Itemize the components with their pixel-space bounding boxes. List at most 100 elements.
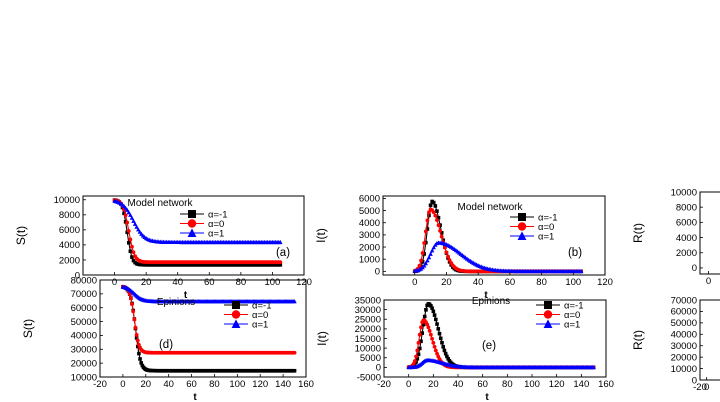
data-point xyxy=(131,309,136,314)
data-point xyxy=(415,348,420,353)
data-point xyxy=(411,362,416,366)
data-point xyxy=(128,212,133,217)
data-point xyxy=(443,351,448,356)
data-point xyxy=(412,359,417,363)
x-tick-label: 40 xyxy=(172,277,183,288)
data-point xyxy=(423,261,429,266)
data-point xyxy=(129,215,135,220)
y-tick-label: 70000 xyxy=(71,289,97,300)
y-tick-label: 30000 xyxy=(355,305,381,316)
x-tick-label: 40 xyxy=(473,277,484,288)
data-point xyxy=(579,268,584,274)
data-point xyxy=(427,210,431,215)
x-tick-label: -20 xyxy=(377,379,391,390)
legend-label: α=-1 xyxy=(252,301,272,312)
legend-label: α=-1 xyxy=(564,301,584,312)
y-tick-label: 2000 xyxy=(676,248,697,259)
legend-marker-triangle xyxy=(231,319,241,328)
y-tick-label: 10000 xyxy=(671,187,697,198)
legend: α=-1α=0α=1 xyxy=(224,301,272,331)
data-point xyxy=(441,344,445,349)
x-tick-label: 80 xyxy=(209,379,220,390)
legend-marker-circle xyxy=(517,222,527,231)
data-point xyxy=(428,332,433,337)
y-tick-label: 5000 xyxy=(360,353,381,364)
x-tick-label: 100 xyxy=(524,379,540,390)
y-tick-label: 60000 xyxy=(671,307,697,318)
plot-area xyxy=(412,199,584,274)
data-point xyxy=(422,241,427,245)
data-point xyxy=(433,348,438,353)
y-axis-label: S(t) xyxy=(21,319,35,338)
series-line-3 xyxy=(414,242,582,272)
data-point xyxy=(431,210,436,215)
y-tick-label: 0 xyxy=(376,363,381,374)
data-point xyxy=(442,348,447,353)
data-point xyxy=(431,245,436,250)
data-point xyxy=(429,248,435,253)
data-point xyxy=(431,340,436,345)
data-point xyxy=(446,356,450,361)
data-point xyxy=(131,218,136,223)
data-point xyxy=(435,351,439,356)
chart-panel-3: 00 2000 4000 6000 8000 10000 R(t) xyxy=(631,187,720,287)
legend-label: α=0 xyxy=(208,219,224,230)
data-point xyxy=(420,331,425,335)
data-point xyxy=(129,296,133,301)
chart-title: Epinions xyxy=(157,297,195,308)
x-tick-label: 100 xyxy=(565,277,581,288)
axes-frame xyxy=(82,195,305,276)
data-point xyxy=(444,250,449,255)
y-axis-label: I(t) xyxy=(315,331,329,346)
data-point xyxy=(433,204,438,208)
data-point xyxy=(425,227,430,231)
data-point xyxy=(125,220,130,225)
axes-frame xyxy=(99,279,307,378)
y-tick-label: 10000 xyxy=(671,364,697,375)
data-point xyxy=(431,309,436,314)
data-point xyxy=(417,263,422,268)
legend-marker-square xyxy=(188,210,196,218)
data-point xyxy=(139,361,143,365)
y-tick-label: 70000 xyxy=(671,295,697,306)
y-tick-label: 50000 xyxy=(71,317,97,328)
y-tick-label: 0 xyxy=(375,267,380,278)
data-point xyxy=(134,224,139,229)
data-point xyxy=(422,263,427,268)
data-point xyxy=(417,332,422,337)
data-point xyxy=(414,354,418,359)
legend-label: α=0 xyxy=(564,310,580,321)
legend-marker-circle xyxy=(231,310,241,319)
data-point xyxy=(431,200,436,205)
legend: α=-1α=0α=1 xyxy=(180,210,228,240)
plot-area xyxy=(406,302,596,370)
data-point xyxy=(419,325,423,330)
chart-panel-6: -200010000200003000040000500006000070000… xyxy=(631,295,720,393)
legend: α=-1α=0α=1 xyxy=(510,213,558,243)
y-axis-label: R(t) xyxy=(631,223,645,243)
y-tick-label: 5000 xyxy=(359,206,380,217)
x-tick-label: 0 xyxy=(704,382,709,393)
data-point xyxy=(428,203,433,208)
data-point xyxy=(140,363,145,368)
y-tick-label: 6000 xyxy=(59,225,80,236)
data-point xyxy=(432,313,437,317)
data-point xyxy=(128,237,133,242)
x-tick-label: 100 xyxy=(264,277,280,288)
data-point xyxy=(426,325,431,330)
chart-title: Epinions xyxy=(472,296,510,307)
x-tick-label: 0 xyxy=(120,379,125,390)
y-axis-label: R(t) xyxy=(631,330,645,350)
legend-label: α=1 xyxy=(564,320,580,331)
y-tick-label: 8000 xyxy=(59,210,80,221)
y-tick-label: 8000 xyxy=(676,202,697,213)
data-point xyxy=(447,258,452,262)
y-tick-label: 60000 xyxy=(71,303,97,314)
data-point xyxy=(426,255,432,260)
data-point xyxy=(438,228,442,233)
y-tick-label: 40000 xyxy=(671,330,697,341)
data-point xyxy=(126,240,131,245)
y-axis-label: S(t) xyxy=(14,226,28,245)
legend-label: α=1 xyxy=(208,229,224,240)
data-point xyxy=(438,336,443,341)
